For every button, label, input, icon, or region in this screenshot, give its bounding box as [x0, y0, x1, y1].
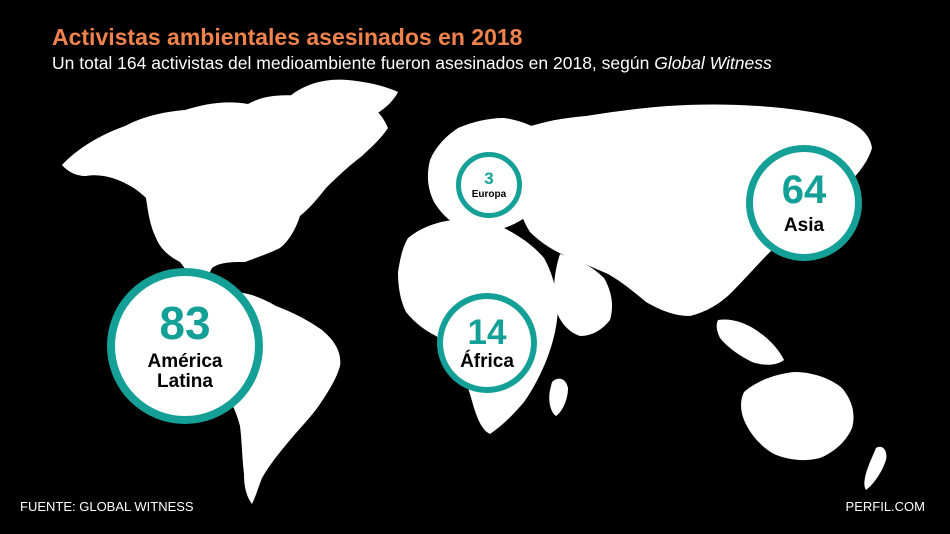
source-credit: FUENTE: GLOBAL WITNESS — [20, 499, 194, 514]
arabia-india-landmass — [553, 254, 612, 336]
region-label-line2: Latina — [157, 371, 213, 392]
region-label: Europa — [471, 188, 507, 200]
region-value: 64 — [781, 168, 827, 213]
region-label: Asia — [783, 215, 825, 237]
greenland-landmass — [290, 79, 398, 129]
region-label: América — [147, 351, 223, 373]
new-zealand-landmass — [864, 446, 887, 490]
page-subtitle: Un total 164 activistas del medioambient… — [52, 53, 772, 74]
page-title: Activistas ambientales asesinados en 201… — [52, 24, 523, 50]
region-label: África — [460, 350, 514, 372]
australia-landmass — [741, 372, 854, 461]
brand-credit: PERFIL.COM — [845, 499, 925, 514]
subtitle-text: Un total 164 activistas del medioambient… — [52, 53, 655, 73]
north-america-landmass — [62, 93, 388, 286]
region-bubble-asia: 64 Asia — [746, 145, 862, 261]
region-bubble-africa: 14 África — [437, 293, 537, 393]
region-bubble-america-latina: 83 América Latina — [107, 268, 263, 424]
region-value: 14 — [467, 312, 507, 352]
region-value: 3 — [484, 168, 494, 188]
region-value: 83 — [159, 297, 211, 350]
southeast-asia-islands — [716, 319, 784, 365]
region-bubble-europa: 3 Europa — [456, 152, 522, 218]
madagascar-landmass — [549, 378, 568, 416]
subtitle-source: Global Witness — [654, 53, 772, 73]
